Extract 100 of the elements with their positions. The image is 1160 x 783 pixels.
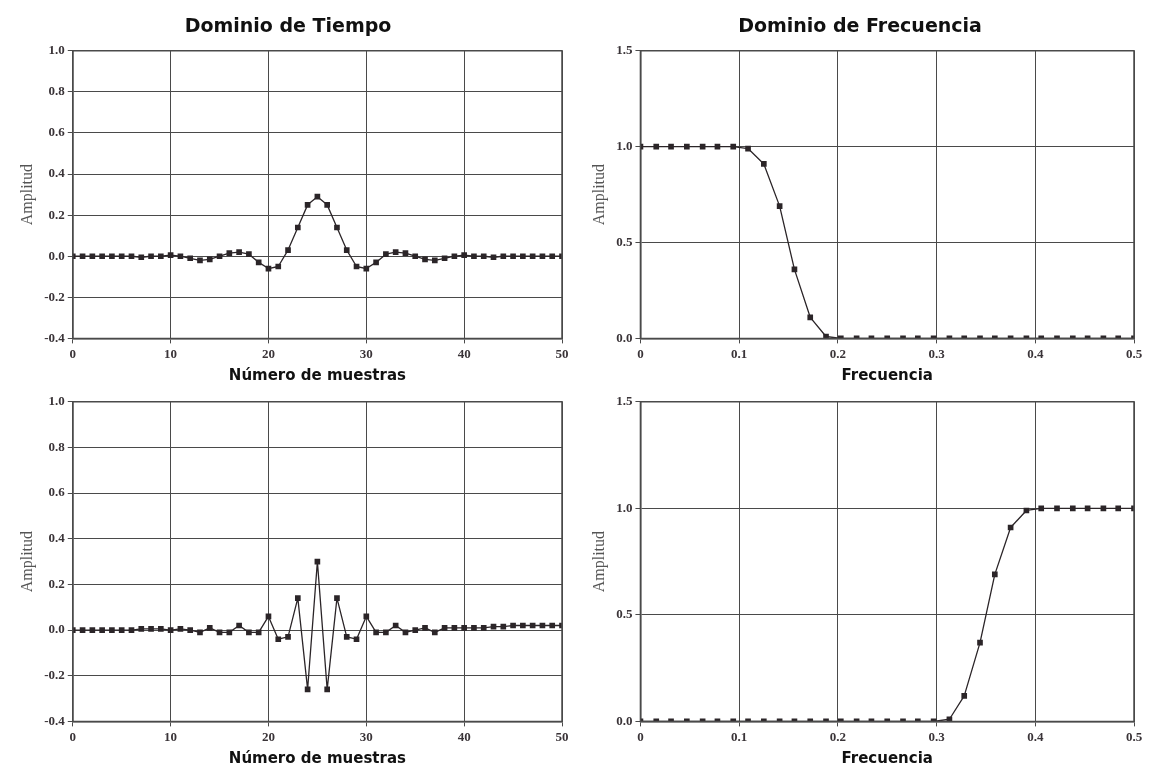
x-tick-label: 0.5 xyxy=(1125,728,1143,744)
point xyxy=(324,202,330,208)
point xyxy=(99,627,105,633)
point xyxy=(510,622,516,629)
point xyxy=(197,257,203,264)
x-tick-label: 0 xyxy=(69,345,77,361)
y-tick-label: 0.6 xyxy=(48,124,66,140)
point xyxy=(412,627,419,633)
point xyxy=(500,623,507,630)
point xyxy=(109,627,115,633)
point xyxy=(158,253,164,260)
point xyxy=(510,253,516,260)
point xyxy=(109,253,115,260)
x-tick-label: 0.4 xyxy=(1027,728,1044,744)
point xyxy=(343,634,350,640)
point xyxy=(294,224,301,231)
x-tick-label: 0.5 xyxy=(1125,345,1143,361)
point xyxy=(138,254,145,261)
x-tick-label: 30 xyxy=(359,345,373,361)
x-tick-label: 30 xyxy=(359,728,373,744)
x-tick-label: 20 xyxy=(261,345,275,361)
x-tick-label: 0.3 xyxy=(928,728,946,744)
point xyxy=(363,613,370,620)
point xyxy=(471,624,477,631)
y-tick-label: 0.0 xyxy=(48,247,65,263)
point xyxy=(412,253,419,260)
point xyxy=(128,253,135,260)
y-tick-label: 1.0 xyxy=(48,393,65,409)
point xyxy=(451,253,458,260)
point xyxy=(79,627,86,633)
point xyxy=(275,636,282,643)
point xyxy=(471,253,477,260)
point xyxy=(206,624,213,631)
point xyxy=(89,627,96,633)
point xyxy=(197,629,203,636)
point xyxy=(745,145,751,152)
point xyxy=(402,250,409,256)
x-tick-label: 0.2 xyxy=(829,345,846,361)
point xyxy=(480,624,487,631)
point xyxy=(807,314,814,321)
point xyxy=(167,627,174,633)
point xyxy=(730,143,737,150)
x-tick-label: 0 xyxy=(637,728,644,744)
x-tick-label: 0.4 xyxy=(1027,345,1044,361)
point xyxy=(177,253,184,260)
point xyxy=(138,626,145,632)
x-tick-label: 0.1 xyxy=(731,345,748,361)
point xyxy=(334,595,340,601)
point xyxy=(89,253,96,260)
point xyxy=(236,622,242,629)
y-tick-label: -0.2 xyxy=(44,667,65,683)
chart-title: Dominio de Frecuencia xyxy=(738,14,982,37)
y-tick-label: 0.6 xyxy=(48,484,66,500)
y-tick-label: 0.2 xyxy=(48,575,65,591)
point xyxy=(255,259,262,266)
x-tick-label: 0.2 xyxy=(829,728,846,744)
x-axis-title: Número de muestras xyxy=(228,365,407,384)
point xyxy=(334,224,340,231)
point xyxy=(285,247,291,253)
point xyxy=(255,629,262,636)
y-tick-label: 1.5 xyxy=(616,393,633,409)
point xyxy=(118,627,125,633)
point xyxy=(461,624,467,631)
x-tick-label: 50 xyxy=(555,728,569,744)
x-tick-label: 0 xyxy=(69,728,77,744)
y-tick-label: -0.2 xyxy=(44,288,65,304)
y-axis-title: Amplitud xyxy=(589,163,608,226)
point xyxy=(490,254,497,261)
point xyxy=(761,161,767,167)
point xyxy=(285,634,291,640)
point xyxy=(1054,505,1060,512)
point xyxy=(1115,505,1122,512)
y-tick-label: 0.5 xyxy=(616,606,633,622)
point xyxy=(324,686,330,693)
y-axis-title: Amplitud xyxy=(589,530,608,593)
point xyxy=(246,629,252,636)
y-tick-label: 0.8 xyxy=(48,83,66,99)
x-axis-title: Número de muestras xyxy=(228,748,407,767)
point xyxy=(304,202,311,208)
point xyxy=(431,257,438,264)
y-tick-label: 0.4 xyxy=(48,530,66,546)
point xyxy=(529,253,536,260)
point xyxy=(294,595,301,601)
point xyxy=(653,143,660,150)
point xyxy=(520,622,526,629)
point xyxy=(441,255,448,262)
point xyxy=(167,252,174,259)
y-tick-label: 1.0 xyxy=(48,42,65,58)
point xyxy=(441,624,448,631)
point xyxy=(776,203,783,209)
point xyxy=(158,626,164,632)
point xyxy=(236,249,242,255)
point xyxy=(187,255,194,262)
point xyxy=(383,629,389,636)
point xyxy=(977,639,983,646)
point xyxy=(451,624,458,631)
x-tick-label: 0 xyxy=(637,345,644,361)
point xyxy=(422,624,428,631)
x-tick-label: 40 xyxy=(457,728,471,744)
x-tick-label: 0.3 xyxy=(928,345,946,361)
